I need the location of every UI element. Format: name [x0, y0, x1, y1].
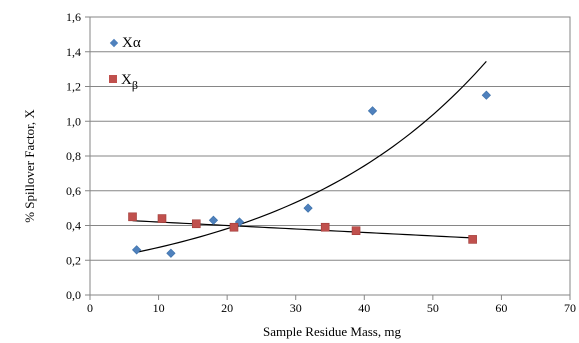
x-tick-label: 40	[358, 301, 370, 315]
y-tick-label: 1,4	[66, 45, 81, 59]
y-tick-label: 1,6	[66, 10, 81, 24]
y-axis-title: % Spillover Factor, X	[22, 109, 37, 223]
data-point	[320, 222, 330, 232]
data-point	[166, 248, 176, 258]
data-point	[191, 219, 201, 229]
legend-label-sub: α	[133, 35, 141, 51]
legend-label-main: X	[121, 72, 132, 88]
data-point	[367, 106, 378, 116]
data-point	[128, 212, 137, 222]
x-tick-label: 20	[221, 301, 233, 315]
x-tick-label: 60	[495, 301, 507, 315]
y-tick-label: 1,2	[66, 80, 81, 94]
x-tick-label: 0	[87, 301, 93, 315]
legend-label-sub: β	[132, 78, 138, 92]
data-point	[132, 245, 142, 255]
data-point	[303, 203, 313, 213]
legend-entry-x-beta: Xβ	[109, 72, 138, 92]
legend-marker-square	[109, 75, 117, 83]
svg-text:Xβ: Xβ	[121, 72, 138, 92]
trendline	[132, 220, 473, 239]
x-tick-label: 30	[290, 301, 302, 315]
gridlines	[90, 51, 570, 261]
trendlines	[132, 60, 487, 253]
y-tick-label: 0,6	[66, 184, 81, 198]
y-tick-label: 1,0	[66, 114, 81, 128]
legend-label-main: X	[122, 35, 133, 51]
legend: Xα Xβ	[109, 35, 141, 92]
trendline	[136, 60, 487, 253]
data-markers	[128, 90, 491, 258]
y-tick-label: 0,8	[66, 149, 81, 163]
x-axis-title: Sample Residue Mass, mg	[263, 324, 401, 339]
y-tick-label: 0,2	[66, 253, 81, 267]
data-point	[468, 235, 477, 244]
svg-text:Xα: Xα	[122, 35, 141, 51]
data-point	[229, 222, 239, 232]
x-tick-label: 70	[564, 301, 576, 315]
x-tick-label: 50	[427, 301, 439, 315]
axis-ticks: 0,0 0,2 0,4 0,6 0,8 1,0 1,2 1,4 1,6 0 10 20 30 40 50 60…	[66, 10, 576, 315]
data-point	[157, 214, 167, 223]
y-tick-label: 0,4	[66, 219, 81, 233]
legend-marker-diamond	[109, 38, 119, 48]
data-point	[481, 90, 491, 100]
y-tick-label: 0,0	[66, 288, 81, 302]
data-point	[208, 215, 219, 225]
x-tick-label: 10	[153, 301, 165, 315]
data-point	[351, 226, 361, 236]
legend-entry-x-alpha: Xα	[109, 35, 141, 51]
